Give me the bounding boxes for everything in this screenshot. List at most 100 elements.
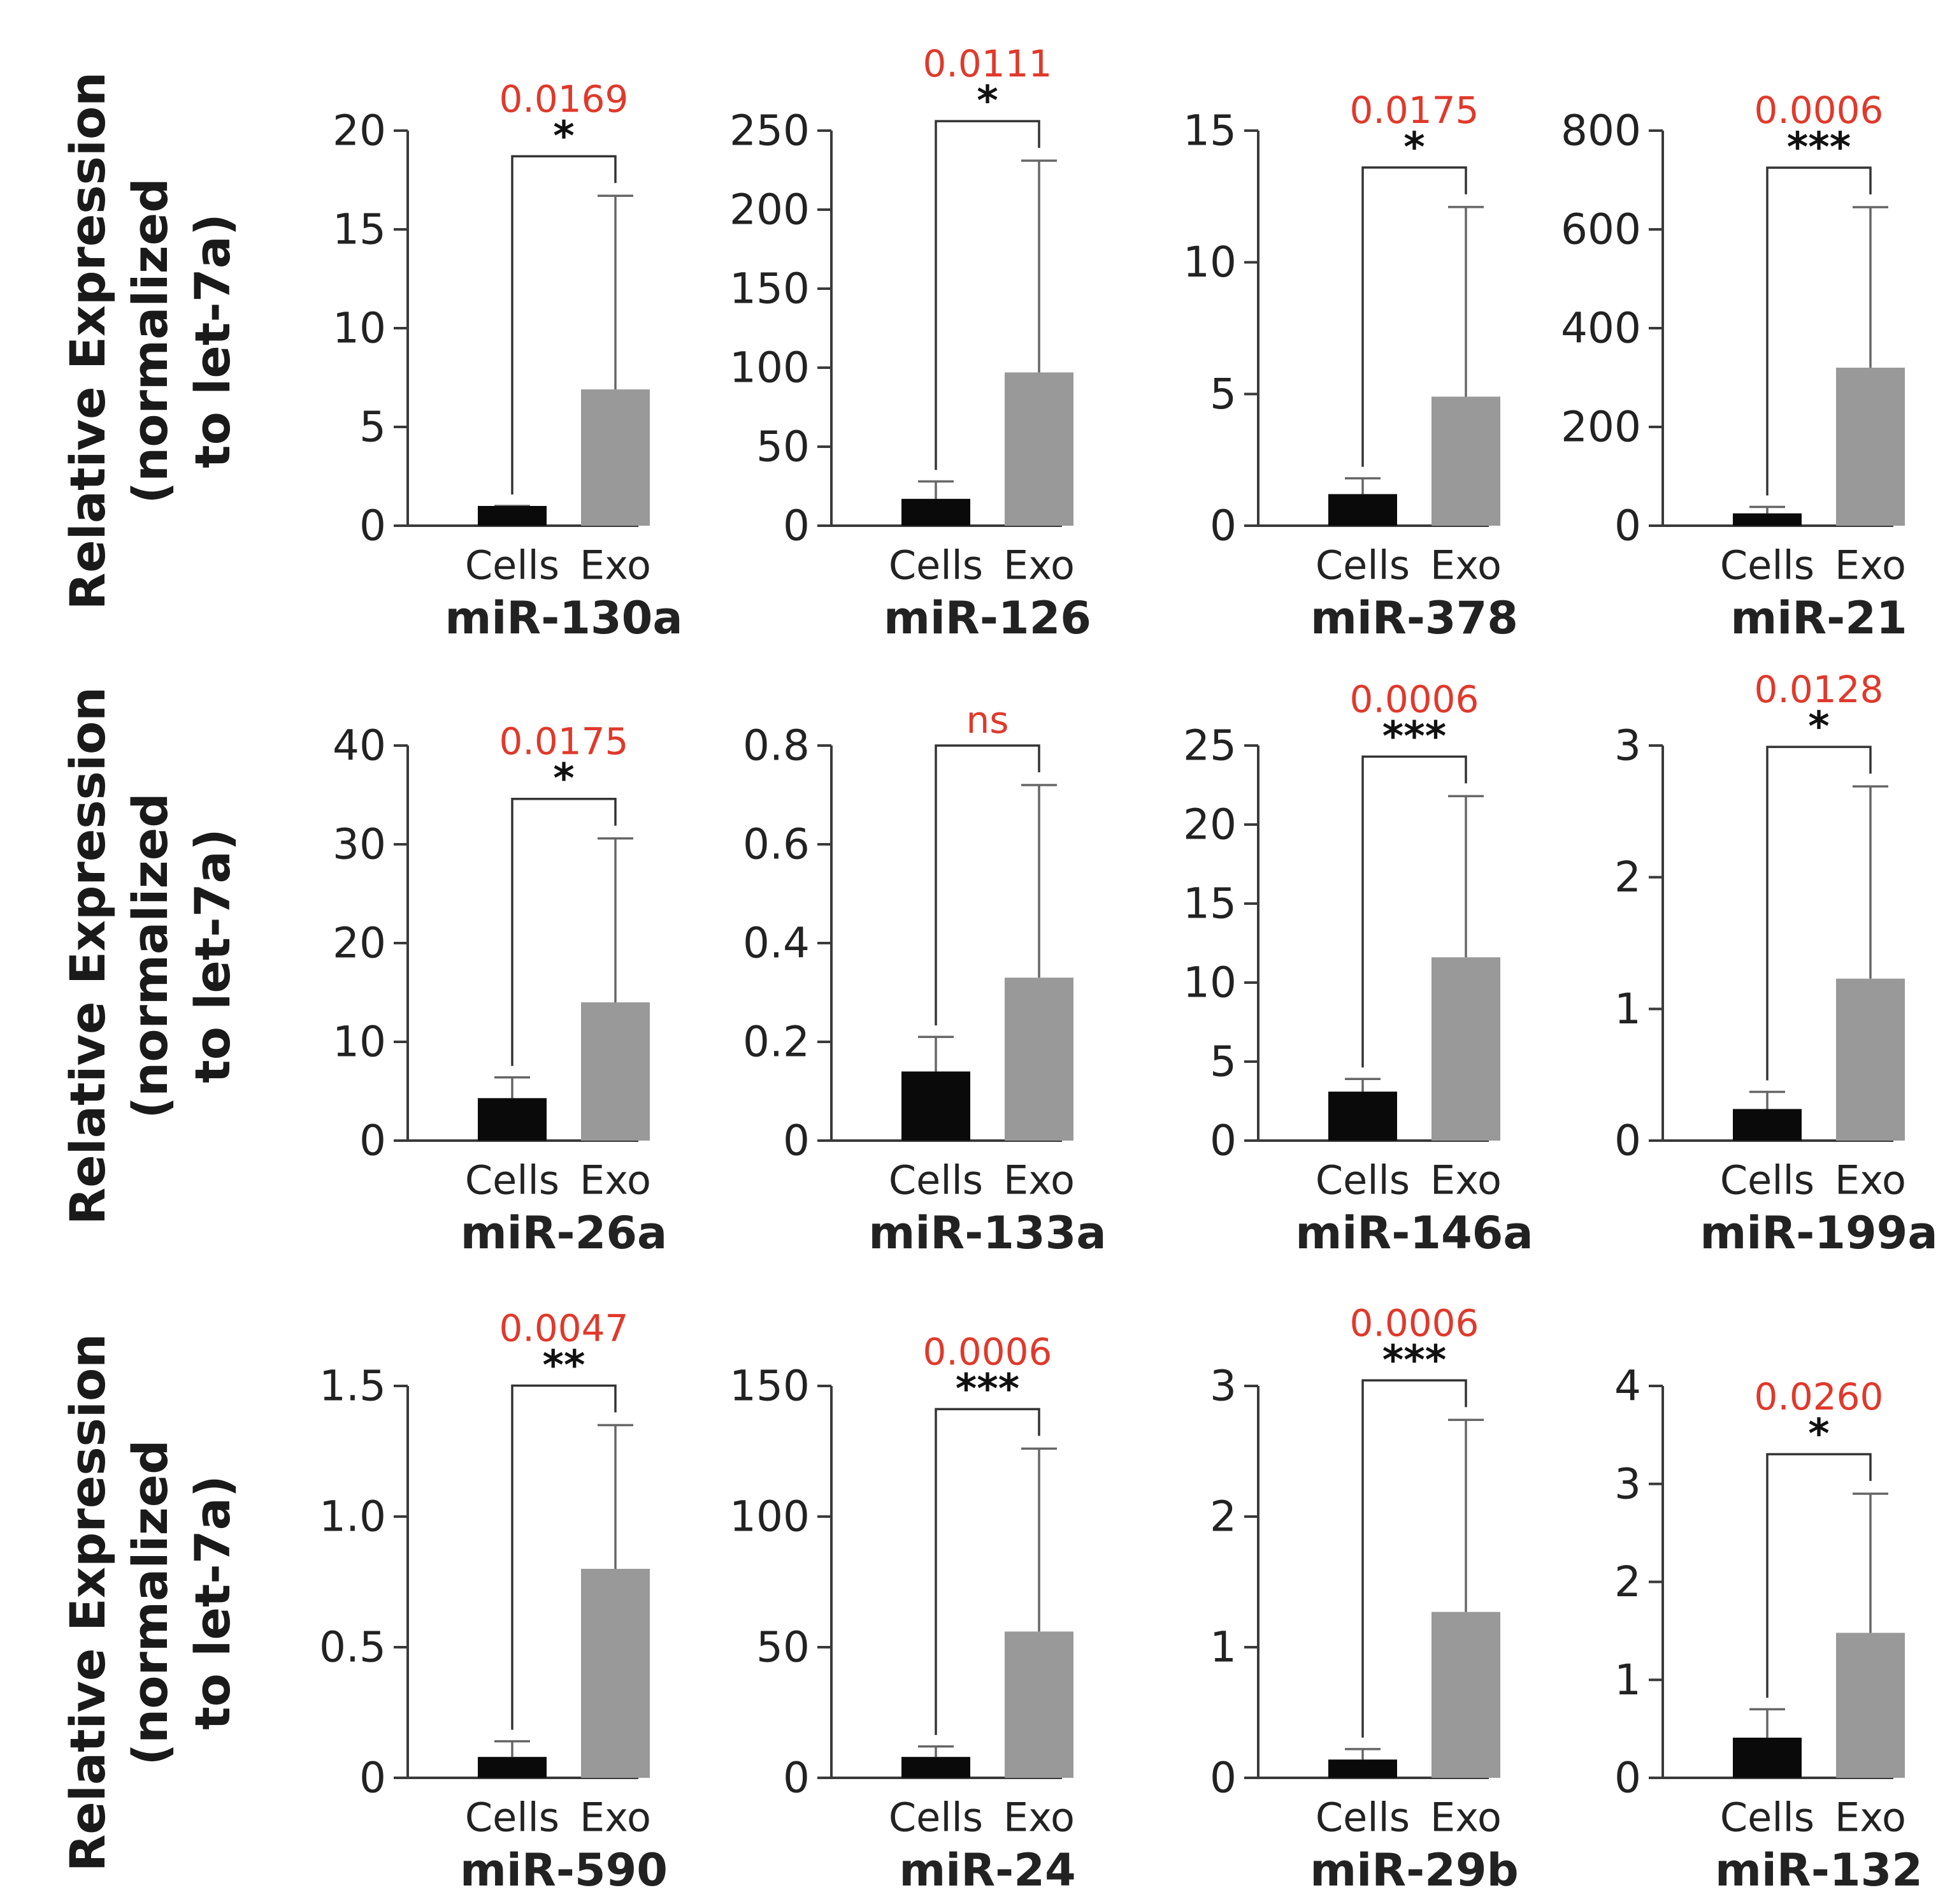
x-tick-label-exo: Exo <box>580 1794 651 1841</box>
y-tick-label: 30 <box>333 820 386 869</box>
y-tick-label: 1.5 <box>319 1362 386 1411</box>
cells-bar <box>901 1071 970 1141</box>
p-value-label: 0.0006 <box>1350 1301 1479 1345</box>
cells-bar <box>1733 513 1802 526</box>
x-tick-label-cells: Cells <box>889 1794 983 1841</box>
cells-bar <box>478 506 547 526</box>
significance-stars: * <box>977 78 998 125</box>
chart-title: miR-29b <box>1310 1844 1518 1896</box>
chart-title: miR-130a <box>445 592 682 644</box>
x-tick-label-cells: Cells <box>1720 542 1814 589</box>
y-tick-label: 10 <box>333 1018 386 1067</box>
p-value-label: 0.0006 <box>923 1330 1052 1373</box>
y-tick-label: 0 <box>359 501 386 551</box>
y-tick-label: 3 <box>1614 721 1641 770</box>
significance-stars: *** <box>956 1366 1019 1413</box>
x-tick-label-exo: Exo <box>1430 1157 1502 1204</box>
cells-bar <box>1328 494 1397 526</box>
p-value-label: 0.0006 <box>1350 677 1479 721</box>
p-value-label: 0.0047 <box>499 1307 629 1350</box>
cells-bar <box>1733 1737 1802 1778</box>
chart-title: miR-133a <box>868 1207 1106 1259</box>
cells-bar <box>1733 1109 1802 1141</box>
y-tick-label: 100 <box>729 343 810 393</box>
x-tick-label-exo: Exo <box>580 542 651 589</box>
y-tick-label: 15 <box>1183 879 1237 928</box>
p-value-label: 0.0169 <box>499 77 629 120</box>
x-tick-label-cells: Cells <box>1720 1794 1814 1841</box>
significance-stars: * <box>1808 1411 1829 1458</box>
y-tick-label: 1 <box>1210 1623 1237 1672</box>
y-tick-label: 0 <box>359 1116 386 1165</box>
y-tick-label: 2 <box>1614 853 1641 902</box>
significance-stars: * <box>1403 124 1424 171</box>
y-tick-label: 0.2 <box>743 1018 810 1067</box>
y-tick-label: 150 <box>729 264 810 314</box>
y-tick-label: 0.4 <box>743 919 810 968</box>
significance-bracket <box>511 1384 617 1730</box>
y-tick-label: 1 <box>1614 984 1641 1034</box>
cells-bar <box>478 1757 547 1778</box>
x-tick-label-cells: Cells <box>889 542 983 589</box>
exo-bar <box>1432 396 1500 526</box>
exo-bar <box>1836 1633 1905 1778</box>
exo-bar <box>1432 957 1500 1141</box>
y-tick-label: 0.8 <box>743 721 810 770</box>
significance-stars: * <box>553 756 574 803</box>
y-tick-label: 1 <box>1614 1655 1641 1705</box>
y-tick-label: 250 <box>729 106 810 155</box>
x-tick-label-cells: Cells <box>1316 542 1410 589</box>
y-tick-label: 50 <box>756 1623 810 1672</box>
p-value-label: 0.0260 <box>1754 1375 1884 1418</box>
significance-bracket <box>1361 1379 1467 1738</box>
x-tick-label-cells: Cells <box>465 542 559 589</box>
x-tick-label-exo: Exo <box>1003 1157 1075 1204</box>
y-tick-label: 3 <box>1614 1459 1641 1508</box>
y-tick-label: 0 <box>1210 1116 1237 1165</box>
significance-bracket <box>1766 746 1872 1081</box>
y-tick-label: 100 <box>729 1492 810 1541</box>
y-tick-label: 2 <box>1614 1557 1641 1606</box>
y-tick-label: 10 <box>333 304 386 353</box>
significance-bracket <box>1766 166 1872 496</box>
y-tick-label: 0 <box>783 1754 810 1803</box>
y-tick-label: 0.5 <box>319 1623 386 1672</box>
cells-bar <box>1328 1092 1397 1141</box>
y-tick-label: 200 <box>729 185 810 234</box>
y-tick-label: 150 <box>729 1362 810 1411</box>
significance-bracket <box>1766 1453 1872 1698</box>
x-tick-label-cells: Cells <box>1316 1794 1410 1841</box>
y-tick-label: 0 <box>783 1116 810 1165</box>
x-tick-label-exo: Exo <box>1430 1794 1502 1841</box>
exo-bar <box>1836 978 1905 1141</box>
exo-bar <box>1005 1631 1073 1778</box>
significance-bracket <box>935 1408 1040 1735</box>
cells-bar <box>478 1098 547 1141</box>
y-tick-label: 0 <box>359 1754 386 1803</box>
y-tick-label: 50 <box>756 422 810 472</box>
significance-bracket <box>935 120 1040 470</box>
exo-bar <box>1005 977 1073 1141</box>
cells-bar <box>1328 1759 1397 1778</box>
chart-title: miR-146a <box>1295 1207 1533 1259</box>
chart-title: miR-24 <box>899 1844 1075 1896</box>
x-tick-label-exo: Exo <box>1835 542 1906 589</box>
y-tick-label: 200 <box>1561 403 1641 452</box>
exo-bar <box>581 1002 650 1141</box>
y-tick-label: 5 <box>1210 370 1237 419</box>
y-tick-label: 2 <box>1210 1492 1237 1541</box>
x-tick-label-exo: Exo <box>1003 542 1075 589</box>
significance-stars: * <box>553 113 574 160</box>
y-tick-label: 0 <box>1210 501 1237 551</box>
p-value-label: 0.0006 <box>1754 89 1884 132</box>
exo-bar <box>581 389 650 526</box>
x-tick-label-cells: Cells <box>465 1157 559 1204</box>
significance-stars: ** <box>543 1343 585 1390</box>
